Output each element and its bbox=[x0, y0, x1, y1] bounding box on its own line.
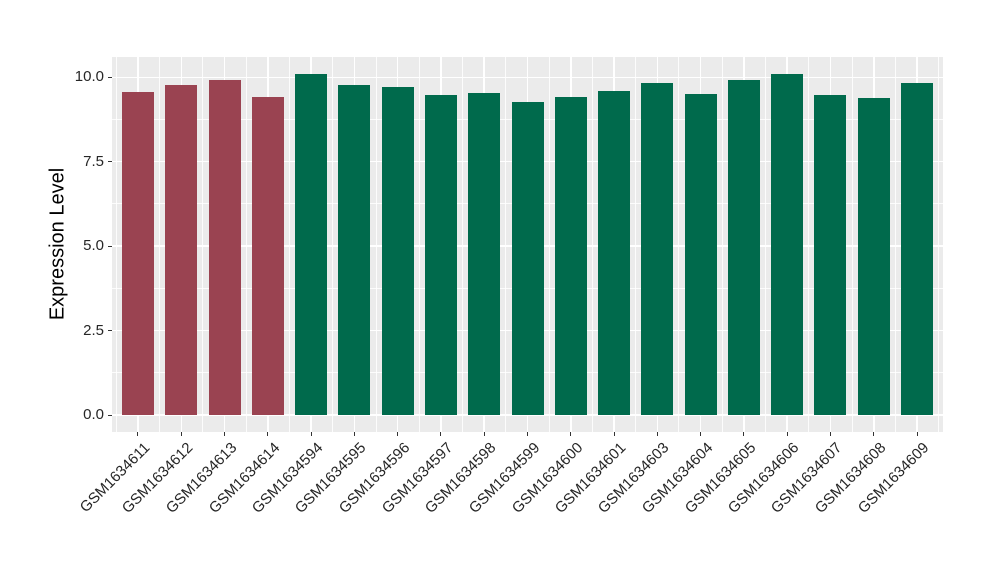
gridline-minor-vertical bbox=[505, 57, 507, 432]
gridline-minor-vertical bbox=[938, 57, 940, 432]
bar-GSM1634614 bbox=[251, 96, 284, 416]
bar-GSM1634609 bbox=[901, 83, 934, 416]
bar-GSM1634606 bbox=[771, 74, 804, 416]
bar-GSM1634607 bbox=[814, 95, 847, 416]
gridline-minor-vertical bbox=[245, 57, 247, 432]
x-axis-tick bbox=[743, 432, 745, 436]
gridline-minor-vertical bbox=[375, 57, 377, 432]
y-axis-tick bbox=[108, 330, 112, 332]
y-axis-tick bbox=[108, 161, 112, 163]
x-axis-tick bbox=[829, 432, 831, 436]
x-axis-tick bbox=[397, 432, 399, 436]
bar-GSM1634603 bbox=[641, 82, 674, 416]
gridline-minor-vertical bbox=[418, 57, 420, 432]
x-axis-tick bbox=[353, 432, 355, 436]
bar-GSM1634605 bbox=[727, 79, 760, 416]
y-tick-label: 0.0 bbox=[83, 406, 104, 424]
bar-GSM1634598 bbox=[468, 93, 501, 416]
x-axis-tick bbox=[440, 432, 442, 436]
x-axis-tick bbox=[786, 432, 788, 436]
x-axis-tick bbox=[483, 432, 485, 436]
y-axis-tick bbox=[108, 245, 112, 247]
x-axis-tick bbox=[267, 432, 269, 436]
gridline-minor-vertical bbox=[894, 57, 896, 432]
gridline-minor-vertical bbox=[678, 57, 680, 432]
bar-GSM1634608 bbox=[857, 97, 890, 416]
bar-GSM1634612 bbox=[165, 84, 198, 416]
gridline-minor-vertical bbox=[159, 57, 161, 432]
x-axis-tick bbox=[916, 432, 918, 436]
x-axis-tick bbox=[873, 432, 875, 436]
bar-GSM1634604 bbox=[684, 94, 717, 416]
gridline-minor-vertical bbox=[462, 57, 464, 432]
x-axis-tick bbox=[700, 432, 702, 436]
y-tick-label: 7.5 bbox=[83, 152, 104, 170]
plot-panel bbox=[112, 57, 943, 432]
y-axis-tick bbox=[108, 76, 112, 78]
x-axis-tick bbox=[527, 432, 528, 436]
bar-GSM1634595 bbox=[338, 85, 371, 416]
bar-GSM1634594 bbox=[295, 73, 328, 416]
bar-GSM1634611 bbox=[121, 92, 154, 416]
gridline-minor-vertical bbox=[548, 57, 550, 432]
y-tick-label: 10.0 bbox=[74, 68, 104, 86]
x-axis-tick bbox=[310, 432, 312, 436]
x-axis-tick bbox=[613, 432, 615, 436]
gridline-minor-vertical bbox=[288, 57, 290, 432]
y-tick-label: 5.0 bbox=[83, 237, 104, 255]
gridline-minor-vertical bbox=[202, 57, 204, 432]
x-axis-tick bbox=[570, 432, 572, 436]
bar-GSM1634613 bbox=[208, 79, 241, 416]
bar-GSM1634596 bbox=[381, 86, 414, 416]
gridline-minor-vertical bbox=[851, 57, 853, 432]
bar-GSM1634601 bbox=[598, 90, 631, 416]
gridline-minor-vertical bbox=[808, 57, 810, 432]
gridline-minor-vertical bbox=[115, 57, 117, 432]
bar-GSM1634599 bbox=[511, 101, 544, 416]
gridline-minor-vertical bbox=[721, 57, 723, 432]
y-tick-label: 2.5 bbox=[83, 321, 104, 339]
x-axis-tick bbox=[137, 432, 139, 436]
gridline-minor-vertical bbox=[635, 57, 637, 432]
x-axis-tick bbox=[656, 432, 658, 436]
x-axis-tick bbox=[180, 432, 182, 436]
gridline-minor-vertical bbox=[332, 57, 334, 432]
gridline-minor-vertical bbox=[765, 57, 767, 432]
y-axis-tick bbox=[108, 414, 112, 416]
x-axis-tick bbox=[224, 432, 226, 436]
gridline-minor-vertical bbox=[591, 57, 593, 432]
bar-GSM1634597 bbox=[424, 94, 457, 416]
bar-GSM1634600 bbox=[554, 96, 587, 416]
